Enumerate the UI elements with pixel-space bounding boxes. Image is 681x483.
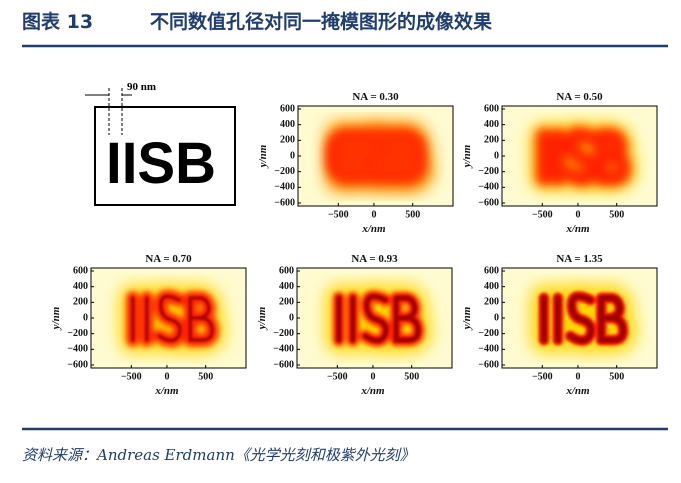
y-tick-label: 600 — [73, 265, 88, 276]
figure-number: 图表 13 — [22, 10, 93, 33]
heatmap — [502, 106, 657, 206]
y-tick-label: −200 — [478, 166, 499, 177]
x-tick-label: 500 — [609, 209, 624, 220]
x-tick-label: 500 — [198, 371, 213, 382]
y-tick-label: 400 — [279, 281, 294, 292]
x-tick-label: 0 — [164, 371, 169, 382]
heatmap — [502, 268, 657, 368]
x-tick-label: −500 — [121, 371, 142, 382]
panel-label: NA = 0.30 — [352, 91, 399, 103]
y-tick-label: 0 — [290, 150, 295, 161]
y-axis-label: y/nm — [50, 306, 62, 331]
y-tick-label: 600 — [484, 103, 499, 114]
y-tick-label: −400 — [478, 344, 499, 355]
mask-frame — [94, 106, 236, 206]
x-tick-label: −500 — [532, 371, 553, 382]
y-tick-label: −200 — [67, 328, 88, 339]
core — [540, 293, 627, 344]
y-axis-label: y/nm — [256, 306, 268, 331]
y-tick-label: −400 — [273, 344, 294, 355]
panel-label: NA = 1.35 — [556, 253, 603, 265]
y-tick-label: 400 — [484, 281, 499, 292]
dim-label: 90 nm — [127, 81, 156, 93]
y-tick-label: −600 — [67, 359, 88, 370]
x-axis-label: x/nm — [361, 223, 386, 235]
y-tick-label: −600 — [273, 359, 294, 370]
panel-label: NA = 0.70 — [145, 253, 192, 265]
x-tick-label: 500 — [609, 371, 624, 382]
y-tick-label: 600 — [279, 265, 294, 276]
x-axis-label: x/nm — [565, 385, 590, 397]
x-tick-label: 0 — [575, 371, 580, 382]
y-tick-label: −400 — [478, 182, 499, 193]
mask-text: IISB — [106, 131, 216, 196]
y-tick-label: 600 — [280, 103, 295, 114]
y-tick-label: 200 — [279, 297, 294, 308]
y-tick-label: 0 — [289, 312, 294, 323]
y-tick-label: 200 — [280, 135, 295, 146]
x-tick-label: −500 — [327, 371, 348, 382]
panel-label: NA = 0.93 — [351, 253, 398, 265]
image-panel: NA = 0.93 600 400 200 0 −200 −400 −600 −500 0 500 x… — [256, 253, 453, 397]
y-tick-label: 0 — [494, 150, 499, 161]
y-tick-label: 400 — [73, 281, 88, 292]
x-tick-label: 500 — [405, 209, 420, 220]
y-tick-label: 0 — [83, 312, 88, 323]
y-tick-label: −200 — [274, 166, 295, 177]
x-axis-label: x/nm — [360, 385, 385, 397]
x-axis-label: x/nm — [565, 223, 590, 235]
y-tick-label: −400 — [67, 344, 88, 355]
x-tick-label: 0 — [371, 209, 376, 220]
image-panel: NA = 1.35 600 400 200 0 −200 −400 −600 −500 0 500 x… — [461, 253, 658, 397]
y-tick-label: −200 — [478, 328, 499, 339]
y-tick-label: −400 — [274, 182, 295, 193]
image-panel: NA = 0.30 600 400 200 0 −200 −400 −600 −500 0 500 x… — [257, 91, 454, 235]
y-axis-label: y/nm — [461, 144, 473, 169]
core — [131, 294, 214, 342]
image-panel: NA = 0.70 600 400 200 0 −200 −400 −600 −500 0 500 x… — [50, 253, 247, 397]
heatmap — [298, 106, 453, 206]
intensity — [330, 125, 429, 188]
x-tick-label: 0 — [370, 371, 375, 382]
y-tick-label: 200 — [484, 297, 499, 308]
heatmap — [297, 268, 452, 368]
x-tick-label: 0 — [575, 209, 580, 220]
y-tick-label: 400 — [280, 119, 295, 130]
y-tick-label: 600 — [484, 265, 499, 276]
y-tick-label: 200 — [73, 297, 88, 308]
core — [336, 293, 421, 343]
y-tick-label: −600 — [478, 197, 499, 208]
y-axis-label: y/nm — [461, 306, 473, 331]
x-axis-label: x/nm — [154, 385, 179, 397]
y-tick-label: 400 — [484, 119, 499, 130]
x-tick-label: −500 — [328, 209, 349, 220]
mask-diagram: IISB 90 nm — [85, 81, 236, 206]
y-tick-label: −600 — [274, 197, 295, 208]
y-axis-label: y/nm — [257, 144, 269, 169]
image-panel: NA = 0.50 600 400 200 0 −200 −400 −600 −500 0 500 x… — [461, 91, 658, 235]
x-tick-label: 500 — [404, 371, 419, 382]
figure-title: 不同数值孔径对同一掩模图形的成像效果 — [150, 10, 492, 33]
panel-label: NA = 0.50 — [556, 91, 603, 103]
intensity — [535, 126, 632, 187]
y-tick-label: 0 — [494, 312, 499, 323]
y-tick-label: −600 — [478, 359, 499, 370]
heatmap — [91, 268, 246, 368]
source: 资料来源：Andreas Erdmann《光学光刻和极紫外光刻》 — [22, 446, 415, 464]
y-tick-label: 200 — [484, 135, 499, 146]
y-tick-label: −200 — [273, 328, 294, 339]
x-tick-label: −500 — [532, 209, 553, 220]
